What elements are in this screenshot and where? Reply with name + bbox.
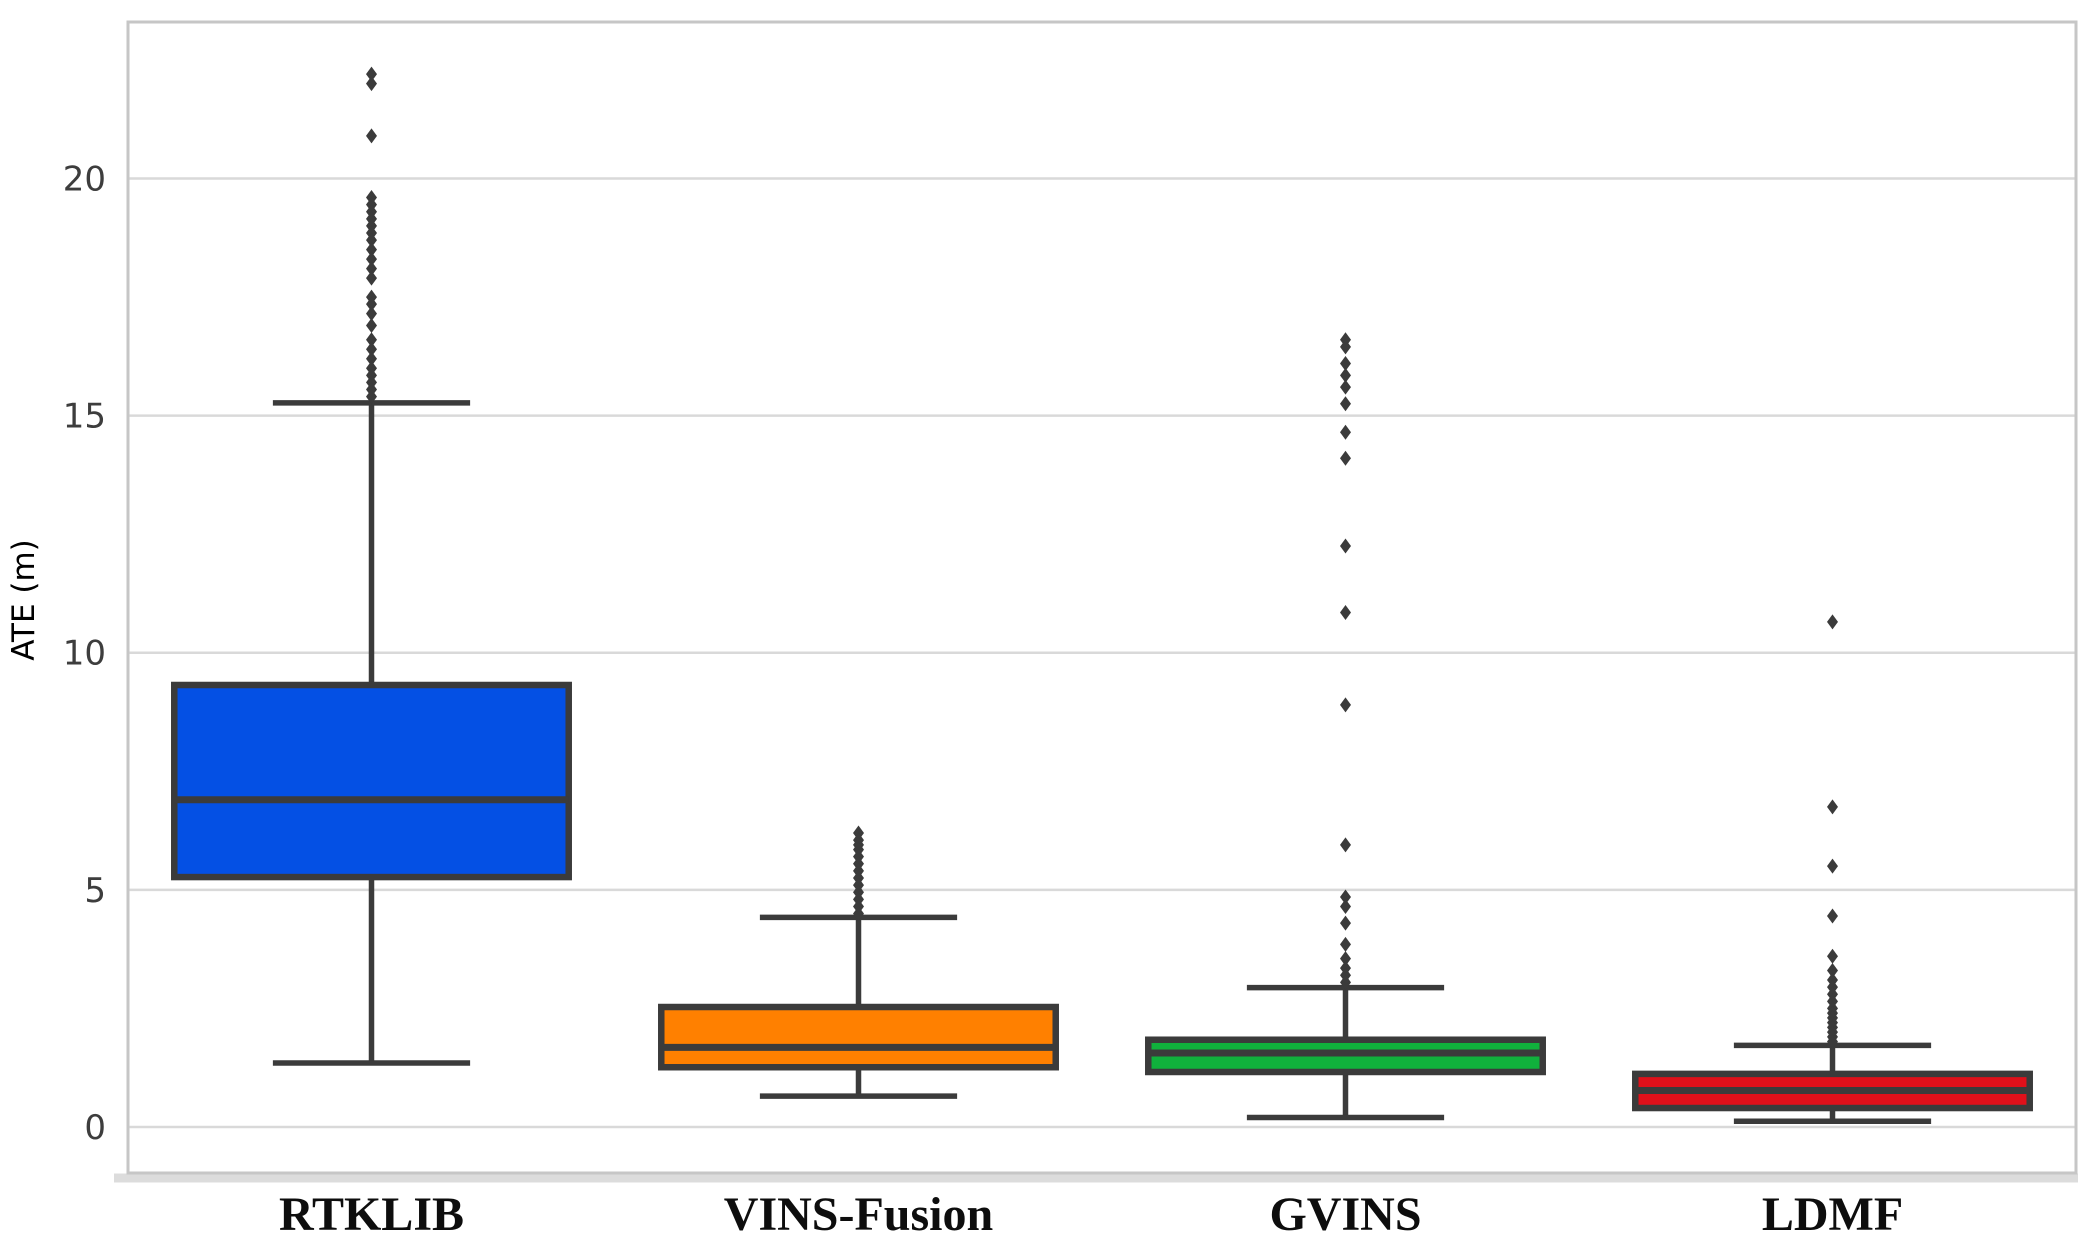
outlier-point — [1340, 697, 1351, 713]
outlier-point — [366, 251, 377, 267]
outlier-point — [366, 242, 377, 258]
y-tick-labels: 0 5 10 15 20 — [63, 160, 106, 1148]
box-group-VINS-Fusion — [658, 825, 1059, 1099]
outlier-point — [366, 332, 377, 348]
x-category-label: VINS-Fusion — [724, 1188, 993, 1241]
outlier-point — [1340, 951, 1351, 967]
y-tick-label: 5 — [84, 871, 106, 911]
iqr-box — [658, 1003, 1059, 1071]
outlier-point — [366, 351, 377, 367]
outlier-point — [366, 389, 377, 405]
outlier-point — [1340, 889, 1351, 905]
x-category-labels: RTKLIB VINS-Fusion GVINS LDMF — [279, 1188, 1903, 1241]
x-category-label: LDMF — [1762, 1188, 1903, 1241]
x-category-label: GVINS — [1269, 1188, 1421, 1241]
y-tick-label: 15 — [63, 397, 106, 437]
y-tick-label: 0 — [84, 1108, 106, 1148]
outlier-point — [366, 128, 377, 144]
outlier-point — [1827, 799, 1838, 815]
outlier-point — [1827, 948, 1838, 964]
outlier-point — [366, 306, 377, 322]
outlier-point — [366, 232, 377, 248]
outlier-point — [1340, 898, 1351, 914]
outlier-point — [366, 270, 377, 286]
outlier-point — [1340, 450, 1351, 466]
box-group-RTKLIB — [171, 66, 572, 1066]
outlier-point — [1340, 604, 1351, 620]
outlier-point — [1340, 367, 1351, 383]
outlier-point — [366, 341, 377, 357]
outlier-point — [1340, 424, 1351, 440]
outlier-point — [366, 296, 377, 312]
outlier-point — [1340, 915, 1351, 931]
box-group-GVINS — [1145, 332, 1546, 1121]
y-tick-label: 20 — [63, 160, 106, 200]
outlier-point — [1340, 339, 1351, 355]
plot-frame — [126, 20, 2078, 1175]
outlier-point — [366, 318, 377, 334]
box-group-LDMF — [1632, 614, 2033, 1125]
outlier-point — [1340, 936, 1351, 952]
outlier-point — [1340, 538, 1351, 554]
outlier-point — [1340, 837, 1351, 853]
outlier-point — [1827, 858, 1838, 874]
outlier-point — [1827, 908, 1838, 924]
y-axis-title: ATE (m) — [6, 539, 42, 661]
outlier-point — [1827, 614, 1838, 630]
iqr-box — [171, 681, 572, 881]
outlier-point — [1340, 379, 1351, 395]
y-tick-label: 10 — [63, 634, 106, 674]
outlier-point — [366, 76, 377, 92]
outlier-point — [853, 906, 864, 922]
outlier-point — [1340, 396, 1351, 412]
outlier-point — [1827, 1034, 1838, 1050]
outlier-point — [1340, 974, 1351, 990]
outlier-point — [366, 261, 377, 277]
outlier-point — [1340, 355, 1351, 371]
gridlines — [128, 177, 2076, 1129]
outlier-point — [366, 66, 377, 82]
box-series — [171, 66, 2033, 1125]
plot-border — [114, 20, 2078, 1183]
outlier-point — [1827, 962, 1838, 978]
x-category-label: RTKLIB — [279, 1188, 464, 1241]
